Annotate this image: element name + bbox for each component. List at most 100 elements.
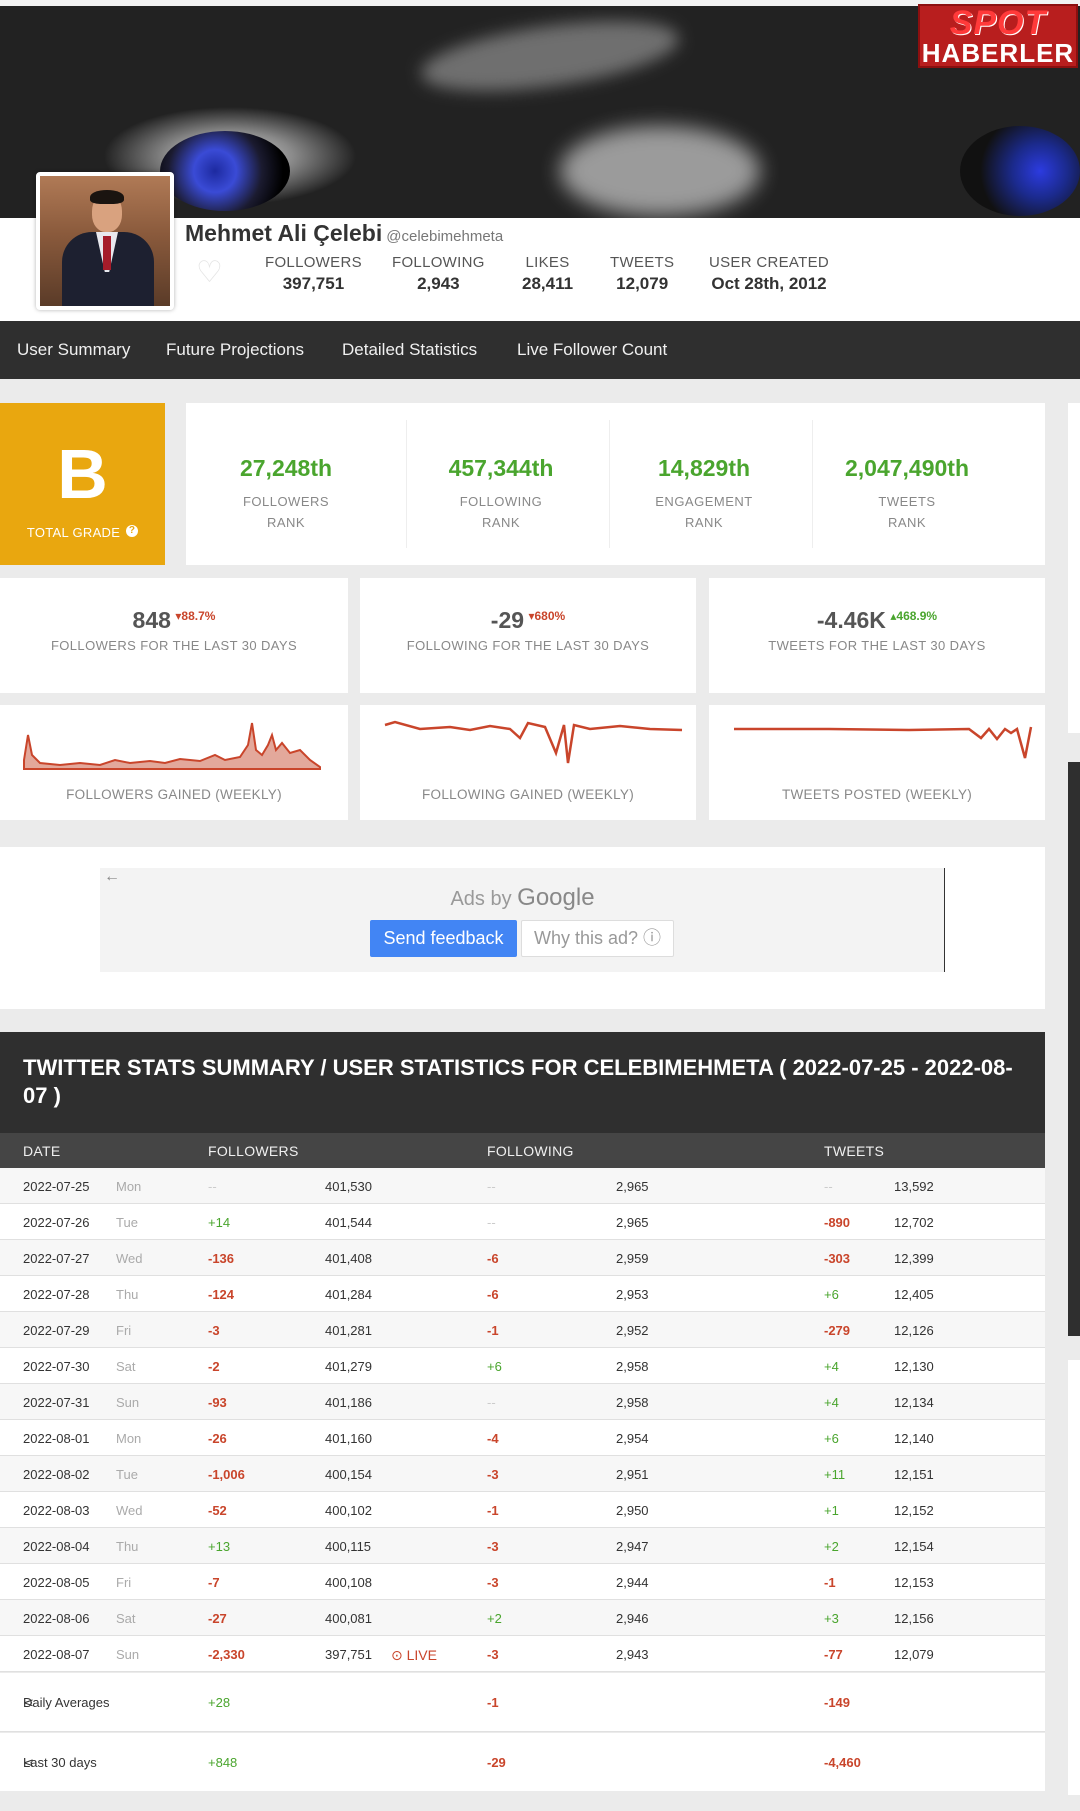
row-date: 2022-08-04 (23, 1539, 90, 1554)
stat-percent: ▴468.9% (890, 609, 938, 623)
followers-delta: -1,006 (208, 1467, 245, 1482)
followers-delta: +14 (208, 1215, 231, 1230)
sidebar-edge (1068, 403, 1080, 733)
following-delta: -1 (487, 1503, 499, 1518)
stat-label: FOLLOWING (392, 254, 485, 271)
followers-sparkline (23, 722, 321, 770)
followers-delta: -26 (208, 1431, 227, 1446)
display-name: Mehmet Ali Çelebi (185, 220, 383, 246)
followers-value: 401,530 (325, 1179, 372, 1194)
stat-user-created: USER CREATED Oct 28th, 2012 (709, 254, 829, 294)
followers-delta: +13 (208, 1539, 231, 1554)
table-row: 2022-07-25 Mon -- 401,530 -- 2,965 -- 13,592 (0, 1168, 1045, 1204)
tweets-value: 12,130 (894, 1359, 934, 1374)
share-icon[interactable]: ⋖ (23, 1695, 34, 1710)
row-day: Sat (116, 1359, 136, 1374)
following-delta: -- (487, 1215, 496, 1230)
following-value: 2,965 (616, 1215, 649, 1230)
stat-number: -29 (490, 607, 525, 633)
following-sparkline (384, 720, 683, 764)
following-delta: -3 (487, 1539, 499, 1554)
row-date: 2022-07-29 (23, 1323, 90, 1338)
row-date: 2022-08-03 (23, 1503, 90, 1518)
followers-value: 401,281 (325, 1323, 372, 1338)
row-day: Sat (116, 1611, 136, 1626)
avatar[interactable] (36, 172, 174, 310)
followers-value: 400,102 (325, 1503, 372, 1518)
avg-following: -1 (487, 1695, 499, 1710)
tab-user-summary[interactable]: User Summary (17, 340, 131, 359)
grade-label-text: TOTAL GRADE (26, 525, 121, 540)
tweets-30d-card (709, 578, 1045, 693)
google-brand: Google (517, 884, 595, 911)
followers-delta: -93 (208, 1395, 227, 1410)
tweets-value: 12,405 (894, 1287, 934, 1302)
why-this-ad-button[interactable]: Why this ad? ⓘ (521, 920, 674, 957)
followers-value: 400,154 (325, 1467, 372, 1482)
row-day: Fri (116, 1323, 132, 1338)
rank-value: 14,829th (657, 455, 751, 481)
tweets-delta: +6 (824, 1287, 839, 1302)
help-icon[interactable]: ? (126, 525, 139, 537)
row-day: Sun (116, 1395, 140, 1410)
row-date: 2022-08-01 (23, 1431, 90, 1446)
profile-banner (0, 0, 1080, 218)
row-day: Fri (116, 1575, 132, 1590)
stats-table-header (0, 1032, 1045, 1133)
divider (609, 420, 610, 548)
spark-label: TWEETS POSTED (WEEKLY) (781, 787, 973, 802)
following-delta: -3 (487, 1575, 499, 1590)
grade-letter: B (57, 435, 108, 513)
table-row: 2022-08-05 Fri -7 400,108 -3 2,944 -1 12,153 (0, 1564, 1045, 1600)
table-row: 2022-07-28 Thu -124 401,284 -6 2,953 +6 12,405 (0, 1276, 1045, 1312)
row-date: 2022-07-25 (23, 1179, 90, 1194)
stat-value: 397,751 (282, 274, 345, 293)
row-date: 2022-07-26 (23, 1215, 90, 1230)
user-name: Mehmet Ali Çelebi @celebimehmeta (185, 220, 503, 247)
stat-desc: FOLLOWING FOR THE LAST 30 DAYS (406, 638, 650, 653)
tweets-spark-card (709, 705, 1045, 820)
followers-30d: 848 ▾88.7% FOLLOWERS FOR THE LAST 30 DAYS (0, 607, 348, 653)
following-30d: -29 ▾680% FOLLOWING FOR THE LAST 30 DAYS (354, 607, 702, 653)
following-delta: -3 (487, 1647, 499, 1662)
followers-delta: -136 (208, 1251, 235, 1266)
row-date: 2022-08-06 (23, 1611, 90, 1626)
tab-future-projections[interactable]: Future Projections (166, 340, 304, 359)
rank-following: 457,344th FOLLOWING RANK (411, 455, 591, 533)
row-day: Thu (116, 1539, 139, 1554)
share-icon[interactable]: ⋖ (23, 1755, 34, 1770)
row-date: 2022-07-28 (23, 1287, 90, 1302)
daily-averages-row: Daily Averages ⋖ +28 -1 -149 (0, 1673, 1045, 1732)
followers-value: 401,544 (325, 1215, 372, 1230)
row-day: Thu (116, 1287, 139, 1302)
back-arrow-icon[interactable]: ← (104, 868, 120, 885)
heart-icon[interactable]: ♡ (196, 256, 223, 289)
stat-tweets: TWEETS 12,079 (610, 254, 674, 294)
following-value: 2,958 (616, 1395, 649, 1410)
tab-detailed-statistics[interactable]: Detailed Statistics (342, 340, 478, 359)
table-row: 2022-07-26 Tue +14 401,544 -- 2,965 -890 12,702 (0, 1204, 1045, 1240)
tweets-delta: -890 (824, 1215, 851, 1230)
stat-desc: TWEETS FOR THE LAST 30 DAYS (768, 638, 986, 653)
followers-value: 401,279 (325, 1359, 372, 1374)
table-row: 2022-07-29 Fri -3 401,281 -1 2,952 -279 12,126 (0, 1312, 1045, 1348)
following-value: 2,953 (616, 1287, 649, 1302)
followers-value: 400,108 (325, 1575, 372, 1590)
table-row: 2022-07-31 Sun -93 401,186 -- 2,958 +4 12,134 (0, 1384, 1045, 1420)
spark-label: FOLLOWERS GAINED (WEEKLY) (66, 787, 282, 802)
tweets-value: 12,152 (894, 1503, 934, 1518)
following-value: 2,965 (616, 1179, 649, 1194)
following-value: 2,944 (616, 1575, 649, 1590)
tweets-delta: -279 (824, 1323, 851, 1338)
following-value: 2,952 (616, 1323, 649, 1338)
tab-live-follower-count[interactable]: Live Follower Count (517, 340, 668, 359)
live-indicator[interactable]: ⊙ LIVE (391, 1647, 437, 1663)
table-row: 2022-08-07 Sun -2,330 397,751 -3 2,943 -77 12,0… (0, 1636, 1045, 1672)
send-feedback-button[interactable]: Send feedback (370, 920, 517, 957)
tweets-value: 12,156 (894, 1611, 934, 1626)
row-day: Wed (116, 1251, 143, 1266)
tweets-value: 12,153 (894, 1575, 934, 1590)
stat-desc: FOLLOWERS FOR THE LAST 30 DAYS (50, 638, 298, 653)
last30-following: -29 (487, 1755, 506, 1770)
banner-highlight (417, 8, 683, 104)
